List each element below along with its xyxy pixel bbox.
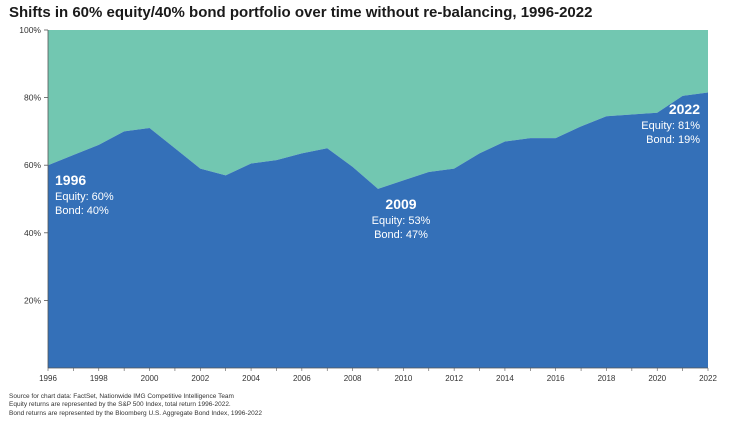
footnote-equity: Equity returns are represented by the S&… [9,401,231,409]
y-tick-label: 40% [24,228,41,238]
x-tick-label: 1998 [90,374,108,383]
footnote-source: Source for chart data: FactSet, Nationwi… [9,393,234,400]
y-tick-label: 60% [24,160,41,170]
annotation-year: 2009 [385,196,416,212]
footnote-bond: Bond returns are represented by the Bloo… [9,409,262,417]
annotation-equity: Equity: 81% [641,120,700,132]
x-tick-label: 2022 [699,374,717,383]
annotation-year: 2022 [669,101,700,117]
x-tick-label: 2014 [496,374,514,383]
series-area-equity [48,92,708,368]
x-tick-label: 2002 [191,374,209,383]
x-tick-label: 2012 [445,374,463,383]
x-tick-label: 2004 [242,374,260,383]
x-tick-label: 2000 [141,374,159,383]
annotation-equity: Equity: 53% [372,215,431,227]
x-tick-label: 1996 [39,374,57,383]
series-area-bond [48,30,708,189]
x-tick-label: 2016 [547,374,565,383]
y-tick-label: 80% [24,93,41,103]
annotation-bond: Bond: 19% [646,134,700,146]
x-tick-label: 2020 [648,374,666,383]
annotation-bond: Bond: 47% [374,229,428,241]
x-tick-label: 2018 [598,374,616,383]
x-tick-label: 2010 [394,374,412,383]
annotation-equity: Equity: 60% [55,191,114,203]
x-tick-label: 2006 [293,374,311,383]
footnotes: Source for chart data: FactSet, Nationwi… [9,393,262,418]
chart-title: Shifts in 60% equity/40% bond portfolio … [9,4,593,21]
y-tick-label: 20% [24,295,41,305]
y-tick-label: 100% [19,25,41,35]
annotation-bond: Bond: 40% [55,205,109,217]
annotation-year: 1996 [55,172,86,188]
x-tick-label: 2008 [344,374,362,383]
